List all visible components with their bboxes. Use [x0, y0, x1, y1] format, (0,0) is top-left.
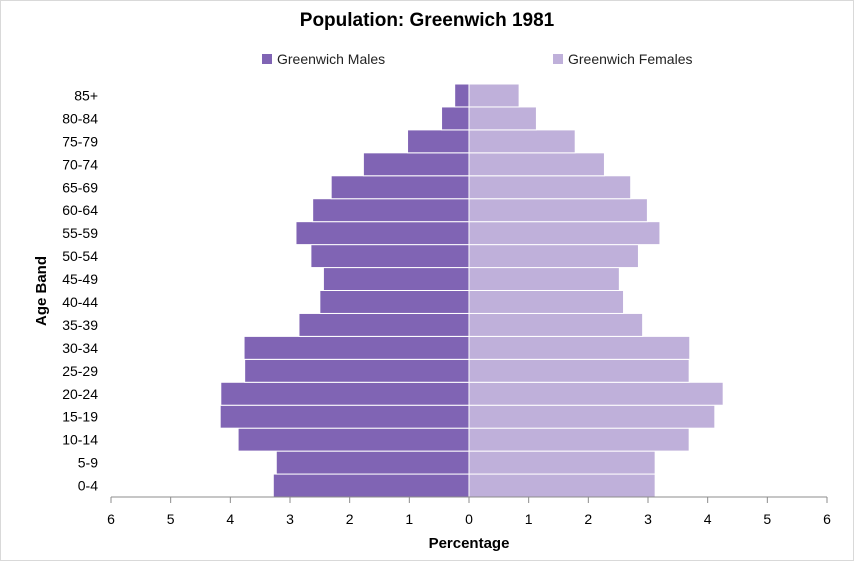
y-tick-label: 35-39 — [62, 317, 98, 333]
y-tick-label: 65-69 — [62, 179, 98, 195]
y-tick-label: 15-19 — [62, 409, 98, 425]
bar-females-80-84 — [468, 106, 537, 131]
bar-males-20-24 — [220, 381, 470, 406]
bar-females-45-49 — [468, 267, 620, 291]
bar-males-25-29 — [244, 358, 470, 383]
legend-label-males: Greenwich Males — [277, 51, 386, 67]
x-tick-label: 1 — [405, 511, 413, 527]
y-tick-label: 30-34 — [62, 340, 98, 356]
bar-females-35-39 — [468, 312, 644, 337]
y-tick-label: 25-29 — [62, 363, 98, 379]
bar-females-20-24 — [468, 381, 724, 406]
bar-males-75-79 — [407, 129, 470, 154]
x-tick-label: 6 — [823, 511, 831, 527]
bar-males-40-44 — [319, 290, 470, 314]
x-tick-label: 5 — [167, 511, 175, 527]
bar-males-50-54 — [310, 244, 470, 269]
bar-males-80-84 — [441, 106, 470, 131]
y-tick-label: 0-4 — [78, 478, 98, 494]
y-tick-label: 50-54 — [62, 248, 98, 264]
x-tick-label: 6 — [107, 511, 115, 527]
x-tick-label: 2 — [346, 511, 354, 527]
bar-males-0-4 — [272, 473, 470, 498]
x-axis-title: Percentage — [429, 535, 510, 552]
y-tick-label: 10-14 — [62, 432, 98, 448]
bar-females-10-14 — [468, 427, 690, 452]
y-tick-label: 60-64 — [62, 202, 98, 218]
legend-swatch-females — [553, 54, 563, 64]
bar-females-65-69 — [468, 175, 632, 200]
legend-swatch-males — [262, 54, 272, 64]
x-tick-label: 1 — [525, 511, 533, 527]
chart-title: Population: Greenwich 1981 — [299, 10, 555, 31]
bar-females-0-4 — [468, 473, 656, 498]
bar-males-70-74 — [362, 152, 470, 177]
y-tick-label: 70-74 — [62, 156, 98, 172]
bar-males-10-14 — [237, 427, 470, 452]
x-tick-label: 3 — [286, 511, 294, 527]
bar-females-15-19 — [468, 404, 716, 429]
bar-females-50-54 — [468, 244, 639, 269]
y-tick-label: 40-44 — [62, 294, 98, 310]
legend-item-males: Greenwich Males — [262, 51, 385, 67]
bar-males-30-34 — [243, 335, 470, 360]
bar-females-40-44 — [468, 290, 625, 314]
bar-males-15-19 — [219, 404, 470, 429]
bar-males-35-39 — [298, 312, 470, 337]
bar-males-55-59 — [295, 221, 470, 246]
bar-males-85+ — [454, 83, 470, 108]
legend-item-females: Greenwich Females — [553, 51, 693, 67]
bar-males-45-49 — [322, 267, 470, 291]
bar-females-60-64 — [468, 198, 648, 223]
x-tick-label: 0 — [465, 511, 473, 527]
y-axis-title: Age Band — [33, 256, 50, 326]
bar-females-75-79 — [468, 129, 576, 154]
bar-females-5-9 — [468, 450, 656, 475]
bar-males-65-69 — [330, 175, 470, 200]
bar-females-55-59 — [468, 221, 661, 246]
x-tick-label: 5 — [763, 511, 771, 527]
y-tick-label: 45-49 — [62, 271, 98, 287]
bar-females-70-74 — [468, 152, 605, 177]
bar-males-60-64 — [312, 198, 470, 223]
bar-females-85+ — [468, 83, 520, 108]
x-tick-label: 4 — [226, 511, 234, 527]
bar-females-30-34 — [468, 335, 691, 360]
y-tick-label: 20-24 — [62, 386, 98, 402]
y-tick-label: 85+ — [74, 87, 98, 103]
bar-females-25-29 — [468, 358, 690, 383]
y-tick-label: 75-79 — [62, 133, 98, 149]
x-tick-label: 4 — [704, 511, 712, 527]
y-tick-label: 5-9 — [78, 455, 98, 471]
legend-label-females: Greenwich Females — [568, 51, 693, 67]
x-tick-label: 3 — [644, 511, 652, 527]
x-tick-label: 2 — [584, 511, 592, 527]
y-tick-label: 80-84 — [62, 110, 98, 126]
bar-males-5-9 — [275, 450, 470, 475]
y-tick-label: 55-59 — [62, 225, 98, 241]
